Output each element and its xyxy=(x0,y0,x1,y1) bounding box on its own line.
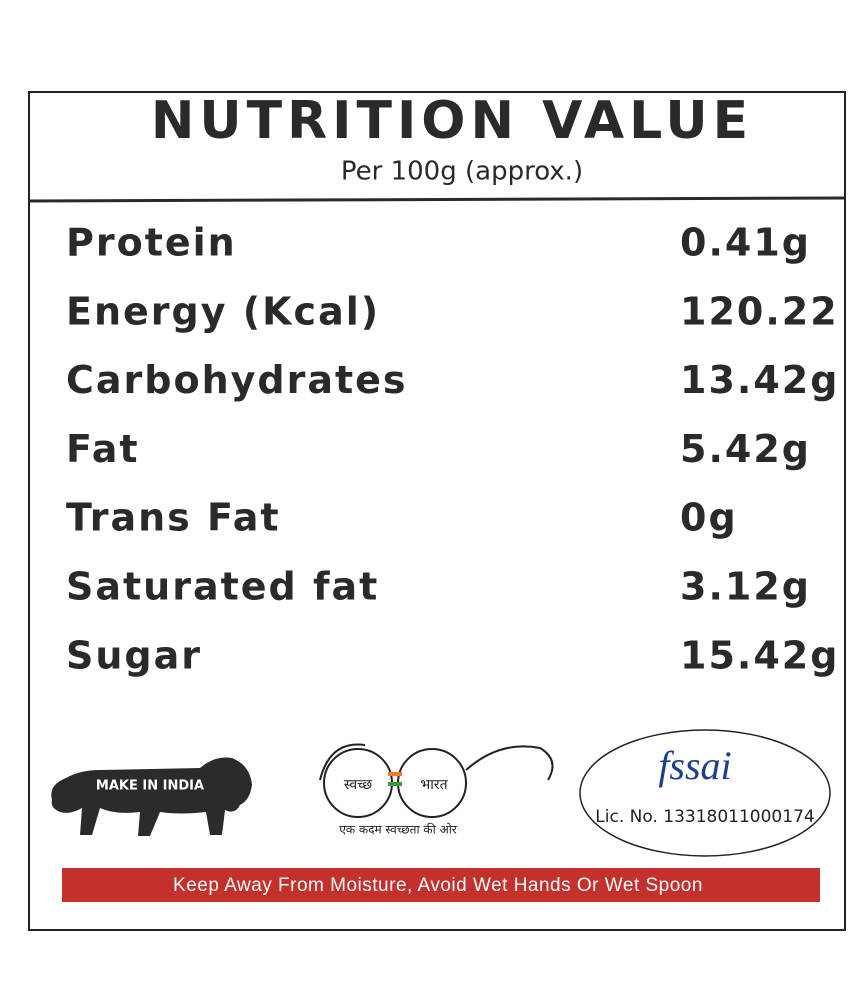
nutrient-name: Sugar xyxy=(66,633,202,677)
nutrient-value: 5.42g xyxy=(680,427,811,471)
nutrient-name: Trans Fat xyxy=(66,496,281,540)
bharat-text: भारत xyxy=(420,777,448,793)
nutrient-value: 0g xyxy=(680,496,738,540)
title: NUTRITION VALUE xyxy=(151,91,753,151)
nutrient-value: 15.42g xyxy=(680,633,839,677)
banner-background xyxy=(62,868,820,902)
nutrient-value: 0.41g xyxy=(680,221,811,265)
frame-arms xyxy=(319,743,554,781)
swachh-text: स्वच्छ xyxy=(344,777,373,793)
flag-green xyxy=(388,782,402,786)
nutrient-name: Protein xyxy=(66,221,237,265)
divider xyxy=(28,196,846,203)
swachh-bharat-logo xyxy=(319,743,554,818)
flag-saffron xyxy=(388,772,402,776)
nutrient-value: 3.12g xyxy=(680,565,811,609)
nutrient-name: Carbohydrates xyxy=(66,358,408,402)
swachh-tagline: एक कदम स्वच्छता की ओर xyxy=(339,823,458,837)
nutrient-name: Saturated fat xyxy=(66,565,379,609)
banner-text: Keep Away From Moisture, Avoid Wet Hands… xyxy=(173,875,703,896)
lion-silhouette xyxy=(51,757,252,836)
nutrition-table: Protein 0.41g Energy (Kcal) 120.22 Carbohydr… xyxy=(66,221,839,678)
make-in-india-logo: MAKE IN INDIA xyxy=(51,757,252,836)
nutrient-name: Energy (Kcal) xyxy=(66,289,380,333)
nutrient-value: 120.22 xyxy=(680,289,839,333)
nutrient-value: 13.42g xyxy=(680,358,839,402)
subtitle: Per 100g (approx.) xyxy=(341,157,583,187)
make-in-india-text: MAKE IN INDIA xyxy=(96,779,204,794)
license-text: Lic. No. 13318011000174 xyxy=(595,807,814,827)
fssai-text: fssai xyxy=(658,743,731,788)
nutrient-name: Fat xyxy=(66,427,140,471)
fssai-ellipse xyxy=(579,729,831,857)
